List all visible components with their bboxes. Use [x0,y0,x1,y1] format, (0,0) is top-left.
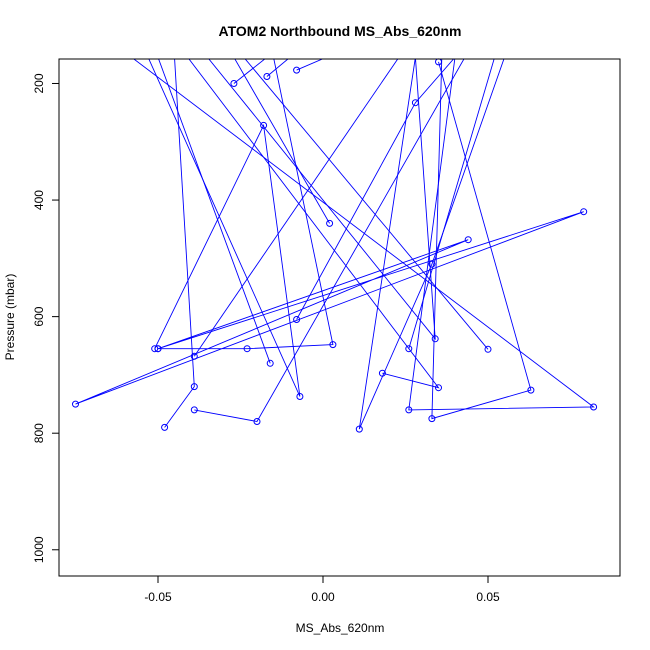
series-line-13 [266,59,289,77]
y-tick-label: 800 [32,423,46,443]
x-tick-label: 0.00 [311,590,335,604]
data-point-4-0 [161,423,169,431]
data-point-0-2 [72,400,79,408]
series-line-7 [158,59,271,364]
data-point-11-1 [527,386,535,394]
series-line-2 [133,59,595,411]
data-point-1-1 [431,335,439,343]
data-point-4-1 [190,383,198,391]
data-point-0-4 [154,345,162,353]
data-point-15-1 [435,384,442,392]
marker-layer [72,58,598,433]
series-line-12 [233,59,266,84]
data-point-13-0 [263,73,271,80]
series-line-3 [148,59,301,397]
data-point-10-0 [484,345,492,353]
x-axis: -0.05 0.00 0.05 [144,576,500,604]
y-tick-label: 1000 [32,536,46,563]
series-layer [75,59,595,430]
data-point-0-1 [464,236,472,244]
data-point-16-0 [405,345,413,353]
data-point-0-5 [243,345,251,353]
data-point-5-1 [253,418,261,425]
data-point-9-0 [326,219,334,227]
series-line-0 [75,59,584,405]
x-tick-label: 0.05 [476,590,500,604]
data-point-8-1 [411,99,419,107]
data-point-0-3 [580,208,588,216]
data-point-15-0 [378,369,386,377]
data-point-3-1 [260,121,268,129]
data-point-7-0 [266,359,274,367]
y-tick-label: 400 [32,190,46,210]
y-axis: 200 400 600 800 1000 [32,73,59,563]
data-point-1-4 [428,260,436,268]
data-point-5-0 [190,406,198,414]
series-line-16 [408,59,495,349]
series-line-5 [194,59,465,423]
data-point-6-0 [190,352,198,360]
chart-title: ATOM2 Northbound MS_Abs_620nm [219,23,462,39]
series-line-6 [193,59,399,357]
data-point-0-6 [329,341,337,349]
data-point-14-0 [293,66,301,74]
y-tick-label: 200 [32,73,46,93]
series-line-9 [234,59,330,224]
data-point-2-1 [590,403,598,411]
data-point-1-3 [355,425,363,433]
series-line-10 [244,59,489,350]
series-line-15 [188,59,440,389]
data-point-2-2 [405,406,413,414]
data-point-8-0 [293,316,301,323]
series-line-4 [164,59,195,428]
data-point-11-2 [428,415,436,423]
plot-frame [58,58,621,577]
data-point-12-0 [230,80,238,87]
data-point-3-2 [296,393,304,400]
y-tick-label: 600 [32,306,46,326]
x-tick-label: -0.05 [144,590,172,604]
x-axis-label: MS_Abs_620nm [296,621,385,635]
y-axis-label: Pressure (mbar) [3,274,17,361]
series-line-11 [431,59,532,420]
data-point-3-0 [151,345,159,353]
